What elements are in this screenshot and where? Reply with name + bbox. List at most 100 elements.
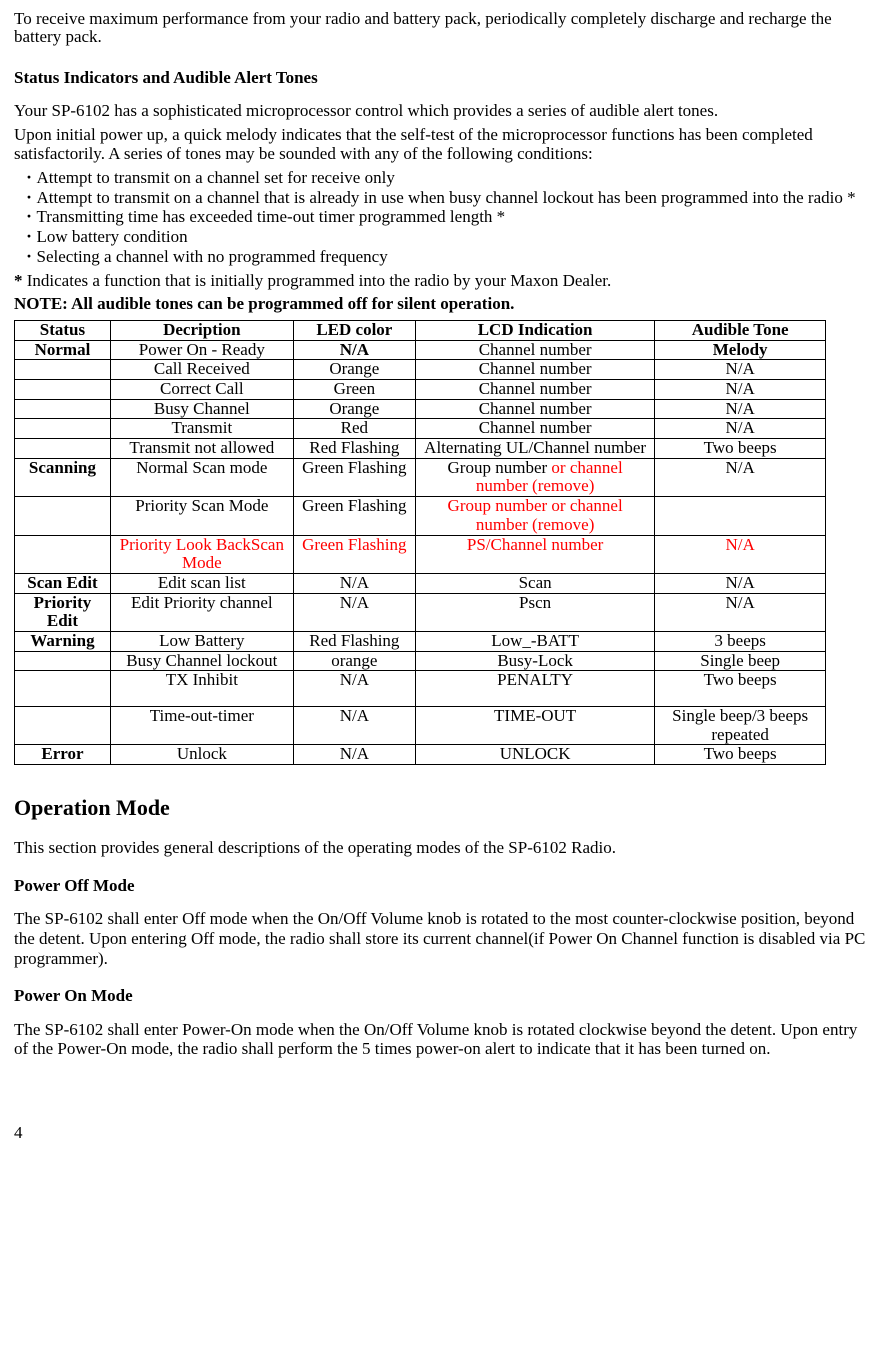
table-cell: Busy-Lock xyxy=(415,651,654,671)
table-cell xyxy=(15,399,111,419)
table-row: Busy Channel lockoutorangeBusy-LockSingl… xyxy=(15,651,826,671)
power-on-paragraph: The SP-6102 shall enter Power-On mode wh… xyxy=(14,1020,871,1059)
table-head: Status Decription LED color LCD Indicati… xyxy=(15,320,826,340)
table-cell: Single beep/3 beeps repeated xyxy=(655,707,826,745)
power-on-heading: Power On Mode xyxy=(14,986,871,1006)
table-row: Busy ChannelOrangeChannel numberN/A xyxy=(15,399,826,419)
table-cell: Red xyxy=(293,419,415,439)
table-row: Scan EditEdit scan listN/AScanN/A xyxy=(15,573,826,593)
table-cell: PS/Channel number xyxy=(415,535,654,573)
table-row: TransmitRedChannel numberN/A xyxy=(15,419,826,439)
note-line: NOTE: All audible tones can be programme… xyxy=(14,294,871,314)
status-paragraph-1: Your SP-6102 has a sophisticated micropr… xyxy=(14,101,871,121)
page-number: 4 xyxy=(14,1123,871,1143)
header-description: Decription xyxy=(110,320,293,340)
table-body: NormalPower On - ReadyN/AChannel numberM… xyxy=(15,340,826,764)
table-cell: Red Flashing xyxy=(293,631,415,651)
table-row: Correct CallGreenChannel numberN/A xyxy=(15,380,826,400)
table-cell: Channel number xyxy=(415,380,654,400)
table-cell xyxy=(15,360,111,380)
table-cell: N/A xyxy=(293,340,415,360)
list-item: Attempt to transmit on a channel that is… xyxy=(14,188,871,208)
header-tone: Audible Tone xyxy=(655,320,826,340)
table-row: NormalPower On - ReadyN/AChannel numberM… xyxy=(15,340,826,360)
table-cell: Transmit xyxy=(110,419,293,439)
list-item: Low battery condition xyxy=(14,227,871,247)
table-cell: N/A xyxy=(293,745,415,765)
table-cell: Green xyxy=(293,380,415,400)
table-cell: Transmit not allowed xyxy=(110,439,293,459)
table-cell: Warning xyxy=(15,631,111,651)
table-cell: N/A xyxy=(655,419,826,439)
table-row: ErrorUnlockN/AUNLOCKTwo beeps xyxy=(15,745,826,765)
table-cell: Correct Call xyxy=(110,380,293,400)
table-header-row: Status Decription LED color LCD Indicati… xyxy=(15,320,826,340)
table-cell: TIME-OUT xyxy=(415,707,654,745)
table-cell: Busy Channel xyxy=(110,399,293,419)
table-cell: Unlock xyxy=(110,745,293,765)
table-row: Transmit not allowedRed FlashingAlternat… xyxy=(15,439,826,459)
table-cell: Single beep xyxy=(655,651,826,671)
table-row: Time-out-timerN/ATIME-OUTSingle beep/3 b… xyxy=(15,707,826,745)
table-cell: Edit Priority channel xyxy=(110,593,293,631)
table-cell: Group number or channel number (remove) xyxy=(415,458,654,496)
table-cell xyxy=(15,671,111,707)
table-cell: Two beeps xyxy=(655,439,826,459)
table-cell: Scanning xyxy=(15,458,111,496)
power-off-paragraph: The SP-6102 shall enter Off mode when th… xyxy=(14,909,871,968)
table-cell: N/A xyxy=(655,573,826,593)
table-cell: Melody xyxy=(655,340,826,360)
table-cell: Scan xyxy=(415,573,654,593)
table-cell: Group number or channel number (remove) xyxy=(415,497,654,535)
table-cell: N/A xyxy=(655,535,826,573)
table-cell xyxy=(15,707,111,745)
operation-mode-paragraph: This section provides general descriptio… xyxy=(14,838,871,858)
table-row: ScanningNormal Scan modeGreen FlashingGr… xyxy=(15,458,826,496)
table-cell: Priority Look BackScan Mode xyxy=(110,535,293,573)
table-row: Priority Scan ModeGreen FlashingGroup nu… xyxy=(15,497,826,535)
table-cell xyxy=(15,380,111,400)
table-cell xyxy=(15,419,111,439)
table-row: WarningLow BatteryRed FlashingLow_-BATT3… xyxy=(15,631,826,651)
table-cell: Green Flashing xyxy=(293,458,415,496)
operation-mode-heading: Operation Mode xyxy=(14,795,871,820)
table-cell: Green Flashing xyxy=(293,535,415,573)
table-row: Call ReceivedOrangeChannel numberN/A xyxy=(15,360,826,380)
condition-list: Attempt to transmit on a channel set for… xyxy=(14,168,871,267)
table-cell xyxy=(15,439,111,459)
table-cell: Scan Edit xyxy=(15,573,111,593)
table-cell: N/A xyxy=(293,573,415,593)
footnote: * Indicates a function that is initially… xyxy=(14,271,871,291)
table-cell: Normal Scan mode xyxy=(110,458,293,496)
table-cell: Low_-BATT xyxy=(415,631,654,651)
table-cell: Pscn xyxy=(415,593,654,631)
power-off-heading: Power Off Mode xyxy=(14,876,871,896)
table-cell: Priority Edit xyxy=(15,593,111,631)
table-cell: Two beeps xyxy=(655,671,826,707)
page-root: To receive maximum performance from your… xyxy=(0,0,885,1166)
table-cell: N/A xyxy=(655,458,826,496)
status-paragraph-2: Upon initial power up, a quick melody in… xyxy=(14,125,871,164)
table-cell: Channel number xyxy=(415,360,654,380)
table-cell: TX Inhibit xyxy=(110,671,293,707)
table-cell: Channel number xyxy=(415,399,654,419)
table-cell: Channel number xyxy=(415,419,654,439)
table-cell: Orange xyxy=(293,399,415,419)
list-item: Transmitting time has exceeded time-out … xyxy=(14,207,871,227)
list-item: Attempt to transmit on a channel set for… xyxy=(14,168,871,188)
footnote-star: * xyxy=(14,271,23,290)
table-cell: N/A xyxy=(655,380,826,400)
table-cell: N/A xyxy=(293,593,415,631)
table-cell: Orange xyxy=(293,360,415,380)
table-cell: orange xyxy=(293,651,415,671)
table-cell: PENALTY xyxy=(415,671,654,707)
table-cell: N/A xyxy=(655,360,826,380)
table-cell: Channel number xyxy=(415,340,654,360)
table-cell xyxy=(15,651,111,671)
header-led: LED color xyxy=(293,320,415,340)
table-cell: Priority Scan Mode xyxy=(110,497,293,535)
table-cell: Green Flashing xyxy=(293,497,415,535)
table-cell xyxy=(15,497,111,535)
table-cell: Normal xyxy=(15,340,111,360)
table-cell: Busy Channel lockout xyxy=(110,651,293,671)
